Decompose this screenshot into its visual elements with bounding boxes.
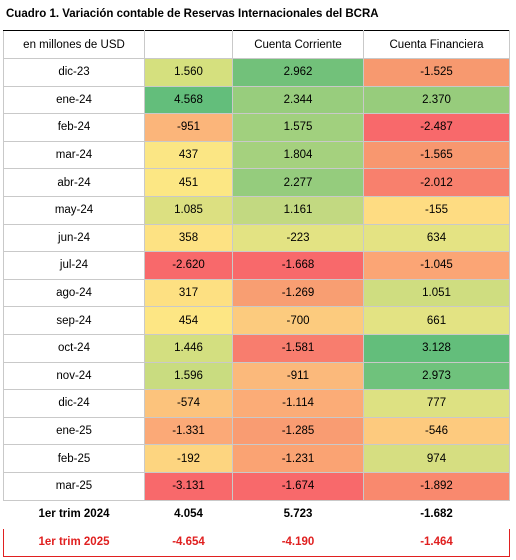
row-label: jun-24 (3, 223, 145, 253)
value-cell: 3.128 (363, 333, 510, 363)
table-row: mar-25 -3.131 -1.674 -1.892 (3, 471, 510, 501)
value-cell: 777 (363, 389, 510, 418)
table-row: ago-24 317 -1.269 1.051 (3, 278, 510, 308)
row-label: dic-23 (3, 58, 145, 87)
total-value-cell: -1.464 (363, 527, 510, 557)
value-cell: -1.674 (232, 471, 364, 501)
value-cell: -1.231 (232, 444, 364, 473)
value-cell: 317 (144, 278, 233, 308)
row-label: may-24 (3, 195, 145, 225)
row-label: oct-24 (3, 333, 145, 363)
value-cell: 1.161 (232, 195, 364, 225)
table-row: nov-24 1.596 -911 2.973 (3, 361, 510, 391)
value-cell: -1.525 (363, 58, 510, 87)
value-cell: 1.804 (232, 140, 364, 170)
value-cell: 2.370 (363, 85, 510, 115)
row-label: jul-24 (3, 251, 145, 280)
current-account-header: Cuenta Corriente (232, 30, 364, 59)
row-label: ene-25 (3, 416, 145, 446)
row-label: nov-24 (3, 361, 145, 391)
row-label: dic-24 (3, 389, 145, 418)
total-label: 1er trim 2024 (3, 499, 145, 529)
value-cell: -574 (144, 389, 233, 418)
value-cell: -1.565 (363, 140, 510, 170)
table-title: Cuadro 1. Variación contable de Reservas… (6, 8, 379, 20)
value-cell: 2.277 (232, 168, 364, 197)
value-cell: 454 (144, 306, 233, 335)
table-row: dic-24 -574 -1.114 777 (3, 389, 510, 418)
table-row: feb-24 -951 1.575 -2.487 (3, 113, 510, 142)
value-cell: 358 (144, 223, 233, 253)
value-cell: -951 (144, 113, 233, 142)
value-cell: 437 (144, 140, 233, 170)
value-cell: 1.085 (144, 195, 233, 225)
value-cell: 2.962 (232, 58, 364, 87)
value-cell: -2.012 (363, 168, 510, 197)
total-value-cell: -1.682 (363, 499, 510, 529)
row-label: feb-25 (3, 444, 145, 473)
value-cell: 1.051 (363, 278, 510, 308)
value-cell: -911 (232, 361, 364, 391)
table-row: jul-24 -2.620 -1.668 -1.045 (3, 251, 510, 280)
value-cell: -1.269 (232, 278, 364, 308)
value-cell: -700 (232, 306, 364, 335)
row-label: mar-24 (3, 140, 145, 170)
value-cell: -1.581 (232, 333, 364, 363)
value-cell: 1.596 (144, 361, 233, 391)
total-value-cell: -4.190 (232, 527, 364, 557)
reserves-table: en millones de USD Cuenta Corriente Cuen… (3, 30, 510, 557)
value-cell: -1.114 (232, 389, 364, 418)
value-cell: -1.285 (232, 416, 364, 446)
unit-header: en millones de USD (3, 30, 145, 59)
table-row: feb-25 -192 -1.231 974 (3, 444, 510, 473)
total-column-header (144, 30, 233, 59)
value-cell: -2.487 (363, 113, 510, 142)
value-cell: 1.575 (232, 113, 364, 142)
row-label: abr-24 (3, 168, 145, 197)
value-cell: 2.344 (232, 85, 364, 115)
table-row: dic-23 1.560 2.962 -1.525 (3, 58, 510, 87)
value-cell: -1.045 (363, 251, 510, 280)
value-cell: 661 (363, 306, 510, 335)
total-value-cell: -4.654 (144, 527, 233, 557)
table-row: sep-24 454 -700 661 (3, 306, 510, 335)
value-cell: -1.668 (232, 251, 364, 280)
value-cell: -3.131 (144, 471, 233, 501)
value-cell: -2.620 (144, 251, 233, 280)
table-row: ene-24 4.568 2.344 2.370 (3, 85, 510, 115)
row-label: feb-24 (3, 113, 145, 142)
total-row-2025: 1er trim 2025 -4.654 -4.190 -1.464 (3, 527, 510, 557)
header-row: en millones de USD Cuenta Corriente Cuen… (3, 30, 510, 59)
row-label: ago-24 (3, 278, 145, 308)
value-cell: -546 (363, 416, 510, 446)
table-row: jun-24 358 -223 634 (3, 223, 510, 253)
value-cell: -192 (144, 444, 233, 473)
table-row: mar-24 437 1.804 -1.565 (3, 140, 510, 170)
table-row: abr-24 451 2.277 -2.012 (3, 168, 510, 197)
row-label: mar-25 (3, 471, 145, 501)
total-label: 1er trim 2025 (3, 527, 145, 557)
total-value-cell: 5.723 (232, 499, 364, 529)
value-cell: -1.331 (144, 416, 233, 446)
value-cell: -223 (232, 223, 364, 253)
table-row: oct-24 1.446 -1.581 3.128 (3, 333, 510, 363)
row-label: ene-24 (3, 85, 145, 115)
value-cell: 1.560 (144, 58, 233, 87)
total-row-2024: 1er trim 2024 4.054 5.723 -1.682 (3, 499, 510, 529)
row-label: sep-24 (3, 306, 145, 335)
value-cell: 1.446 (144, 333, 233, 363)
value-cell: 974 (363, 444, 510, 473)
financial-account-header: Cuenta Financiera (363, 30, 510, 59)
table-row: may-24 1.085 1.161 -155 (3, 195, 510, 225)
table-row: ene-25 -1.331 -1.285 -546 (3, 416, 510, 446)
total-value-cell: 4.054 (144, 499, 233, 529)
value-cell: 451 (144, 168, 233, 197)
value-cell: 4.568 (144, 85, 233, 115)
value-cell: 2.973 (363, 361, 510, 391)
value-cell: -155 (363, 195, 510, 225)
value-cell: 634 (363, 223, 510, 253)
value-cell: -1.892 (363, 471, 510, 501)
